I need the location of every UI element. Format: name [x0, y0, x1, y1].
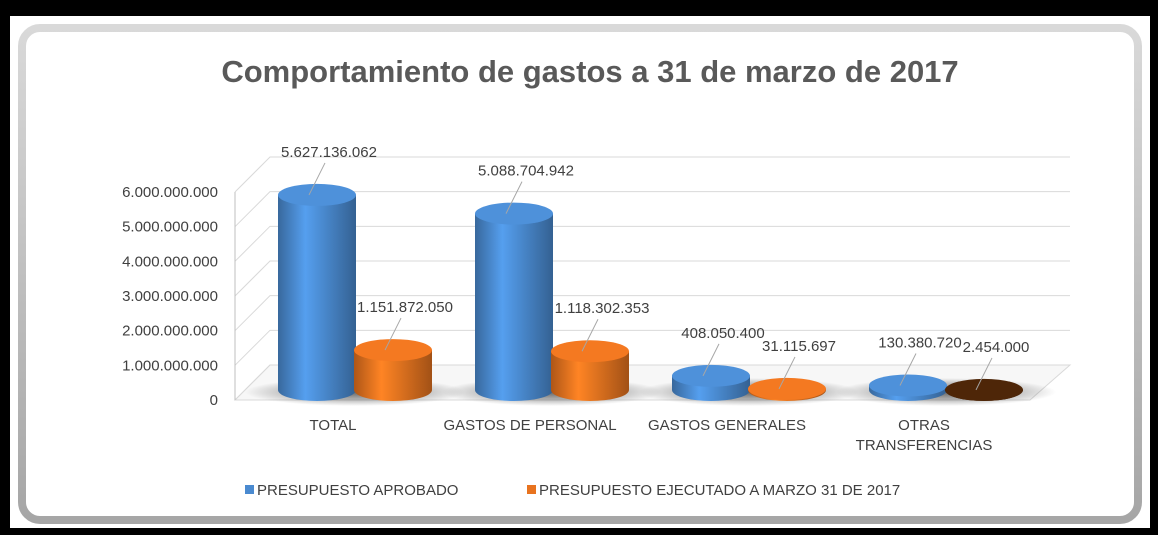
value-label: 5.627.136.062	[281, 144, 377, 161]
y-tick-label: 5.000.000.000	[122, 219, 218, 236]
value-label: 1.151.872.050	[357, 299, 453, 316]
grid-line	[234, 191, 1070, 228]
grid-line	[234, 156, 1070, 193]
leader-line	[975, 357, 993, 391]
y-tick-label: 1.000.000.000	[122, 357, 218, 374]
value-label: 5.088.704.942	[478, 163, 574, 180]
leader-line	[778, 356, 796, 390]
value-label: 1.118.302.353	[555, 300, 650, 317]
grid-line	[234, 329, 1070, 366]
bar-top	[354, 339, 432, 362]
grid-line	[234, 295, 1070, 332]
grid-line	[234, 260, 1070, 297]
y-tick-label: 4.000.000.000	[122, 253, 218, 270]
bar-top	[278, 183, 356, 206]
bar	[475, 213, 553, 401]
chart-title: Comportamiento de gastos a 31 de marzo d…	[221, 54, 958, 89]
leader-line	[308, 162, 326, 196]
legend-swatch	[527, 485, 536, 494]
grid-line	[234, 225, 1070, 262]
leader-line	[384, 317, 402, 351]
leader-line	[505, 181, 523, 214]
legend-swatch	[245, 485, 254, 494]
x-tick-label: OTRAS TRANSFERENCIAS	[856, 417, 993, 454]
grid-line	[234, 364, 1070, 401]
bar	[354, 350, 432, 401]
bar-top	[945, 378, 1023, 401]
value-label: 408.050.400	[681, 325, 764, 342]
x-tick-label: GASTOS GENERALES	[648, 417, 806, 434]
bar-top	[672, 364, 750, 387]
x-tick-label: TOTAL	[310, 417, 357, 434]
bar	[278, 194, 356, 401]
value-label: 2.454.000	[963, 339, 1030, 356]
legend-label: PRESUPUESTO APROBADO	[257, 482, 458, 499]
y-tick-label: 2.000.000.000	[122, 323, 218, 340]
legend-label: PRESUPUESTO EJECUTADO A MARZO 31 DE 2017	[539, 482, 900, 499]
y-tick-label: 6.000.000.000	[122, 184, 218, 201]
x-tick-label: GASTOS DE PERSONAL	[443, 417, 616, 434]
bar	[551, 351, 629, 401]
chart-border	[18, 24, 1142, 524]
y-tick-label: 0	[210, 392, 218, 409]
leader-line	[702, 343, 720, 377]
bar-top	[475, 202, 553, 225]
bar-top	[551, 340, 629, 363]
bar-top	[748, 377, 826, 400]
leader-line	[899, 353, 917, 386]
background	[10, 16, 1150, 528]
value-label: 130.380.720	[878, 334, 961, 351]
value-label: 31.115.697	[762, 338, 836, 355]
leader-line	[581, 319, 599, 352]
bar-top	[869, 374, 947, 397]
y-tick-label: 3.000.000.000	[122, 288, 218, 305]
